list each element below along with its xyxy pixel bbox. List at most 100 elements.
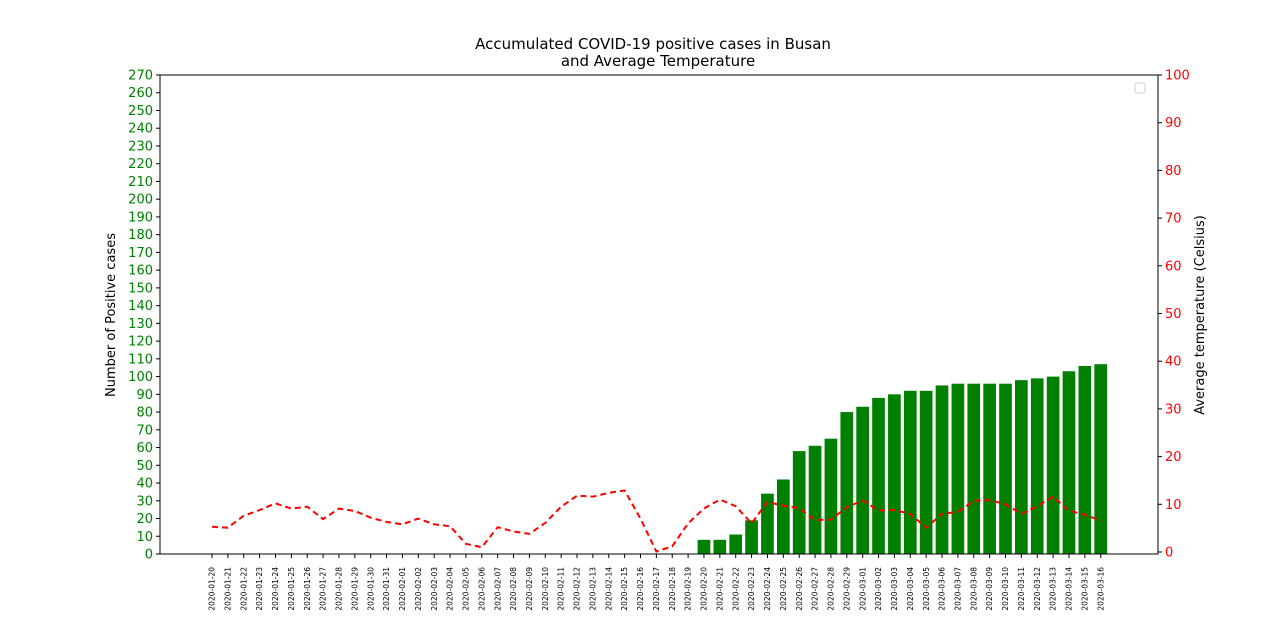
y-tick-label: 30 (136, 494, 153, 509)
bar (1015, 380, 1028, 554)
temperature-line (211, 489, 1102, 553)
x-tick-label: 2020-03-03 (890, 567, 899, 611)
x-tick-label: 2020-02-13 (588, 567, 597, 611)
x-tick-label: 2020-02-10 (541, 567, 550, 611)
bar (983, 383, 996, 554)
x-tick-label: 2020-02-24 (763, 567, 772, 611)
x-tick-label: 2020-02-22 (731, 567, 740, 611)
bar (999, 383, 1012, 554)
x-tick-label: 2020-02-12 (573, 567, 582, 611)
y-tick-label: 180 (128, 228, 153, 243)
y-tick-label: 230 (128, 139, 153, 154)
bar-series (697, 364, 1108, 554)
bar (761, 493, 774, 554)
bar (808, 445, 822, 554)
x-tick-label: 2020-03-05 (922, 567, 931, 611)
x-tick-label: 2020-02-08 (509, 567, 518, 611)
x-tick-label: 2020-01-23 (255, 567, 264, 611)
y-tick-label: 210 (128, 175, 153, 190)
y-tick-label: 60 (136, 441, 153, 456)
x-tick-label: 2020-03-08 (969, 567, 978, 611)
x-tick-label: 2020-02-16 (636, 567, 645, 611)
x-tick-label: 2020-02-03 (430, 567, 439, 611)
x-tick-label: 2020-02-15 (620, 567, 629, 611)
x-tick-label: 2020-01-28 (335, 567, 344, 611)
bar (1078, 365, 1092, 554)
bar (935, 385, 949, 554)
y2-tick-label: 80 (1165, 164, 1182, 179)
y2-tick-label: 90 (1165, 116, 1182, 131)
bar (919, 390, 933, 554)
y2-tick-label: 50 (1165, 307, 1182, 322)
x-tick-label: 2020-02-28 (827, 567, 836, 611)
x-tick-label: 2020-02-23 (747, 567, 756, 611)
y-tick-label: 130 (128, 317, 153, 332)
y2-tick-label: 30 (1165, 402, 1182, 417)
bar (745, 520, 758, 554)
x-tick-label: 2020-02-26 (795, 567, 804, 611)
chart-title-line-1: Accumulated COVID-19 positive cases in B… (475, 35, 831, 53)
x-axis-ticks: 2020-01-20 2020-01-21 2020-01-22 2020-01-23… (208, 554, 1105, 611)
y2-tick-label: 100 (1165, 69, 1190, 84)
x-tick-label: 2020-01-30 (366, 567, 375, 611)
x-tick-label: 2020-02-07 (493, 567, 502, 611)
bar (903, 390, 917, 554)
x-tick-label: 2020-02-27 (811, 567, 820, 611)
bar (824, 438, 838, 554)
y-tick-label: 260 (128, 86, 153, 101)
y-tick-label: 40 (136, 477, 153, 492)
x-tick-label: 2020-02-14 (604, 567, 613, 611)
bar (840, 412, 854, 554)
x-tick-label: 2020-02-18 (668, 567, 677, 611)
y-tick-label: 160 (128, 264, 153, 279)
y2-tick-label: 40 (1165, 355, 1182, 370)
y-tick-label: 270 (128, 69, 153, 84)
bar (856, 406, 870, 554)
x-tick-label: 2020-03-15 (1080, 567, 1089, 611)
y-tick-label: 10 (136, 530, 153, 545)
y-tick-label: 120 (128, 335, 153, 350)
bar (872, 397, 885, 554)
x-tick-label: 2020-02-02 (414, 567, 423, 611)
x-tick-label: 2020-03-11 (1017, 567, 1026, 611)
x-tick-label: 2020-02-06 (477, 567, 486, 611)
x-tick-label: 2020-02-09 (525, 567, 534, 611)
bar (1046, 376, 1060, 554)
y-tick-label: 110 (128, 352, 153, 367)
right-axis-ticks: 0 10 20 30 40 50 60 70 80 90 100 (1158, 69, 1190, 561)
x-tick-label: 2020-02-29 (842, 567, 851, 611)
y-tick-label: 20 (136, 512, 153, 527)
x-tick-label: 2020-01-25 (287, 567, 296, 611)
plot-frame (159, 74, 1159, 555)
y-tick-label: 90 (136, 388, 153, 403)
x-tick-label: 2020-03-04 (906, 567, 915, 611)
x-tick-label: 2020-01-27 (319, 567, 328, 611)
y-tick-label: 170 (128, 246, 153, 261)
bar (951, 383, 965, 554)
bar (967, 383, 981, 554)
bar (729, 534, 743, 554)
bar (697, 539, 711, 554)
bar (1030, 378, 1044, 554)
y2-tick-label: 60 (1165, 259, 1182, 274)
x-tick-label: 2020-01-29 (350, 567, 359, 611)
x-tick-label: 2020-03-06 (938, 567, 947, 611)
y-tick-label: 100 (128, 370, 153, 385)
y-tick-label: 240 (128, 122, 153, 137)
bar (776, 479, 790, 554)
y2-axis-label: Average temperature (Celsius) (1193, 215, 1208, 415)
x-tick-label: 2020-03-01 (858, 567, 867, 611)
chart-title-line-2: and Average Temperature (561, 52, 755, 70)
x-tick-label: 2020-02-01 (398, 567, 407, 611)
y-tick-label: 0 (145, 548, 153, 563)
x-tick-label: 2020-03-12 (1033, 567, 1042, 611)
y-axis-label: Number of Positive cases (104, 233, 119, 397)
x-tick-label: 2020-01-31 (382, 567, 391, 611)
y2-tick-label: 70 (1165, 212, 1182, 227)
y-tick-label: 250 (128, 104, 153, 119)
x-tick-label: 2020-02-20 (700, 567, 709, 611)
left-axis-ticks: 0 10 20 30 40 50 60 70 80 90 100 110 120 130 140 150 160… (128, 69, 160, 563)
x-tick-label: 2020-03-09 (985, 567, 994, 611)
y-tick-label: 220 (128, 157, 153, 172)
